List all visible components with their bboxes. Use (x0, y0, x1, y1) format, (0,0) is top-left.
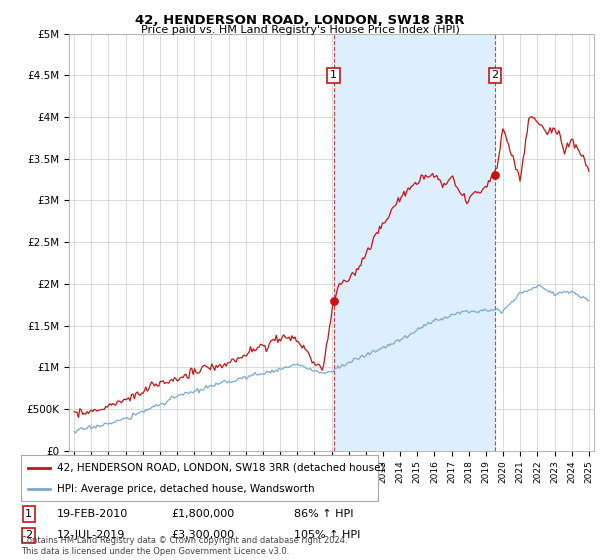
Text: Price paid vs. HM Land Registry's House Price Index (HPI): Price paid vs. HM Land Registry's House … (140, 25, 460, 35)
Text: HPI: Average price, detached house, Wandsworth: HPI: Average price, detached house, Wand… (57, 484, 314, 494)
Text: £3,300,000: £3,300,000 (171, 530, 234, 540)
Text: £1,800,000: £1,800,000 (171, 509, 234, 519)
Text: 42, HENDERSON ROAD, LONDON, SW18 3RR: 42, HENDERSON ROAD, LONDON, SW18 3RR (135, 14, 465, 27)
Text: 42, HENDERSON ROAD, LONDON, SW18 3RR (detached house): 42, HENDERSON ROAD, LONDON, SW18 3RR (de… (57, 463, 384, 473)
Text: 1: 1 (25, 509, 32, 519)
Point (490, 171, 500, 180)
Bar (334, 34, 495, 451)
Text: 86% ↑ HPI: 86% ↑ HPI (294, 509, 353, 519)
Text: 2: 2 (25, 530, 32, 540)
Text: 12-JUL-2019: 12-JUL-2019 (57, 530, 125, 540)
Text: 2: 2 (491, 71, 499, 80)
Text: 1: 1 (330, 71, 337, 80)
Text: Contains HM Land Registry data © Crown copyright and database right 2024.
This d: Contains HM Land Registry data © Crown c… (21, 536, 347, 556)
Point (329, 296, 338, 305)
Text: 19-FEB-2010: 19-FEB-2010 (57, 509, 128, 519)
Text: 105% ↑ HPI: 105% ↑ HPI (294, 530, 361, 540)
